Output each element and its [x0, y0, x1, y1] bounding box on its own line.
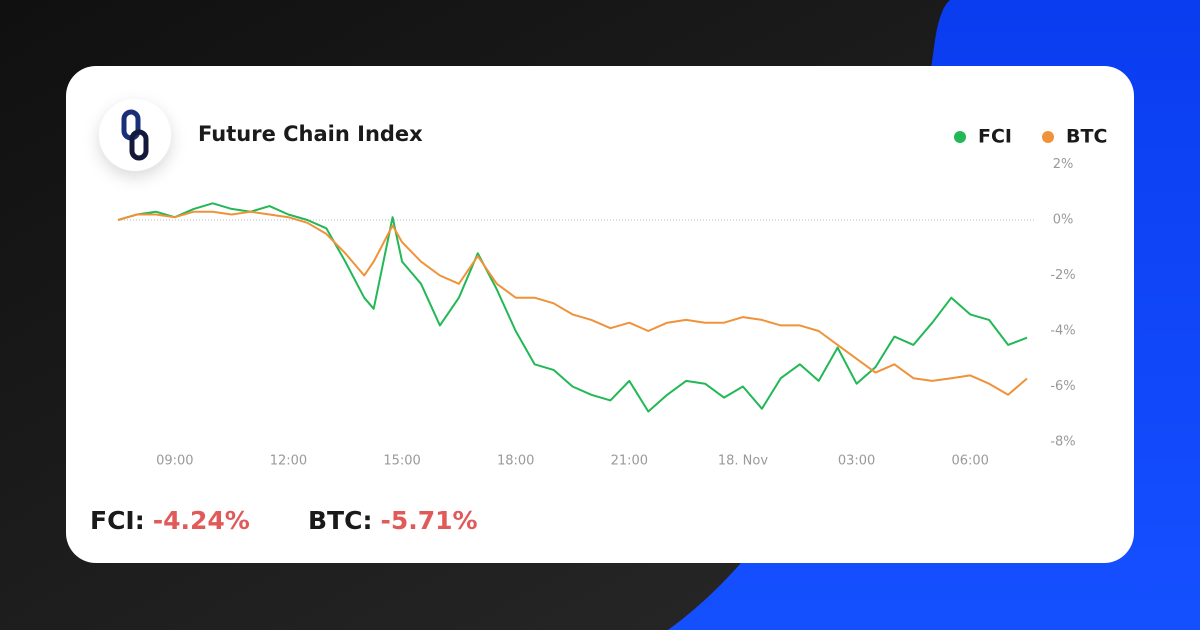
y-tick-label: -2% [1050, 268, 1075, 283]
y-tick-label: 0% [1053, 213, 1074, 228]
summary-label: BTC: [308, 506, 372, 535]
legend-label: BTC [1066, 126, 1107, 148]
card [66, 66, 1134, 563]
x-tick-label: 21:00 [611, 454, 648, 469]
y-tick-label: 2% [1053, 157, 1074, 172]
line [117, 210, 1028, 396]
x-tick-label: 18:00 [497, 454, 534, 469]
y-tick-label: -6% [1050, 379, 1075, 394]
x-tick-label: 12:00 [270, 454, 307, 469]
y-tick-label: -4% [1050, 324, 1075, 339]
summary: FCI: -4.24% [90, 506, 250, 535]
chart-title: Future Chain Index [198, 122, 423, 146]
legend-marker [1042, 131, 1054, 143]
x-tick-label: 06:00 [951, 454, 988, 469]
summary-label: FCI: [90, 506, 145, 535]
summary-value: -5.71% [380, 506, 477, 535]
logo [99, 99, 171, 171]
x-tick-label: 03:00 [838, 454, 875, 469]
legend-marker [954, 131, 966, 143]
legend-label: FCI [978, 126, 1012, 148]
x-tick-label: 18. Nov [718, 454, 768, 469]
summary: BTC: -5.71% [308, 506, 478, 535]
y-tick-label: -8% [1050, 435, 1075, 450]
x-tick-label: 09:00 [156, 454, 193, 469]
summary-value: -4.24% [153, 506, 250, 535]
x-tick-label: 15:00 [383, 454, 420, 469]
